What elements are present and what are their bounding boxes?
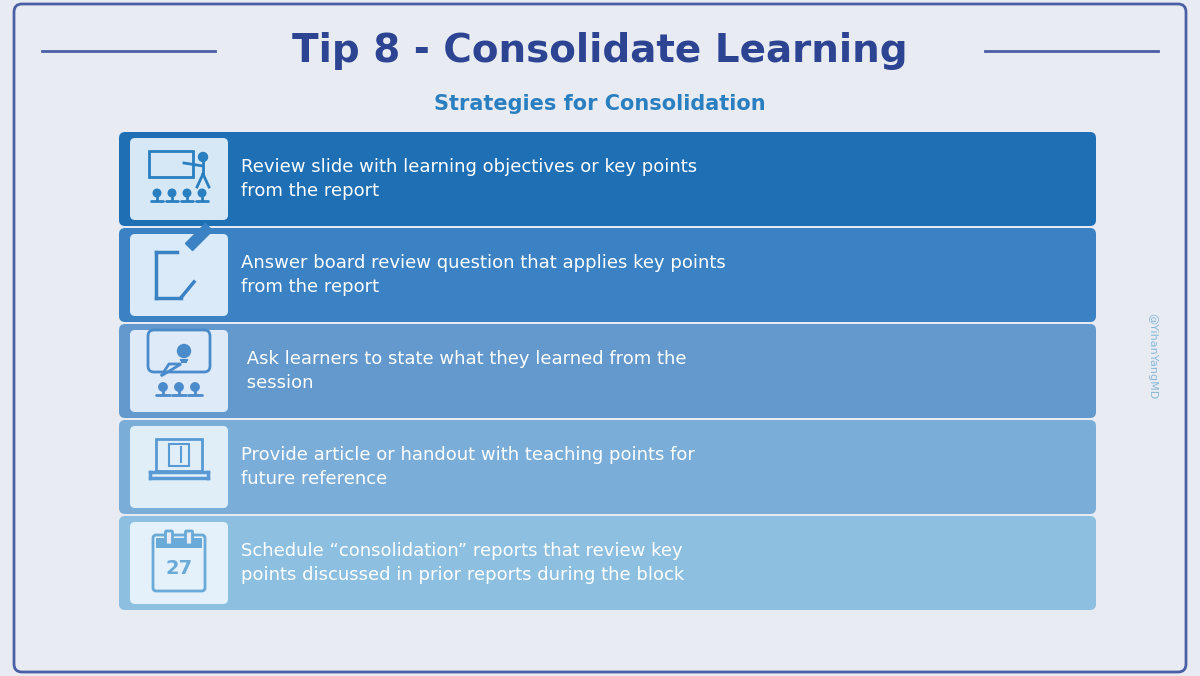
FancyBboxPatch shape (130, 234, 228, 316)
FancyBboxPatch shape (166, 531, 173, 545)
Circle shape (178, 345, 191, 358)
FancyBboxPatch shape (130, 426, 228, 508)
Text: Schedule “consolidation” reports that review key
points discussed in prior repor: Schedule “consolidation” reports that re… (241, 541, 684, 585)
Text: Provide article or handout with teaching points for
future reference: Provide article or handout with teaching… (241, 445, 695, 489)
FancyBboxPatch shape (119, 324, 1096, 418)
Circle shape (198, 153, 208, 162)
FancyBboxPatch shape (119, 516, 1096, 610)
Text: Tip 8 - Consolidate Learning: Tip 8 - Consolidate Learning (292, 32, 908, 70)
Circle shape (154, 189, 161, 197)
FancyBboxPatch shape (14, 4, 1186, 672)
Text: Review slide with learning objectives or key points
from the report: Review slide with learning objectives or… (241, 158, 697, 201)
FancyBboxPatch shape (186, 531, 192, 545)
Text: 27: 27 (166, 560, 192, 579)
Text: Answer board review question that applies key points
from the report: Answer board review question that applie… (241, 254, 726, 297)
Circle shape (191, 383, 199, 391)
Text: Ask learners to state what they learned from the
 session: Ask learners to state what they learned … (241, 349, 686, 393)
Circle shape (175, 383, 184, 391)
FancyBboxPatch shape (130, 138, 228, 220)
Circle shape (158, 383, 167, 391)
FancyBboxPatch shape (119, 228, 1096, 322)
Circle shape (168, 189, 176, 197)
FancyBboxPatch shape (130, 330, 228, 412)
Polygon shape (186, 224, 212, 251)
FancyBboxPatch shape (156, 538, 202, 548)
FancyBboxPatch shape (130, 522, 228, 604)
Polygon shape (205, 224, 212, 233)
Text: @YihanYangMD: @YihanYangMD (1147, 313, 1157, 399)
FancyBboxPatch shape (119, 132, 1096, 226)
Circle shape (184, 189, 191, 197)
Circle shape (198, 189, 206, 197)
Text: Strategies for Consolidation: Strategies for Consolidation (434, 94, 766, 114)
FancyBboxPatch shape (119, 420, 1096, 514)
